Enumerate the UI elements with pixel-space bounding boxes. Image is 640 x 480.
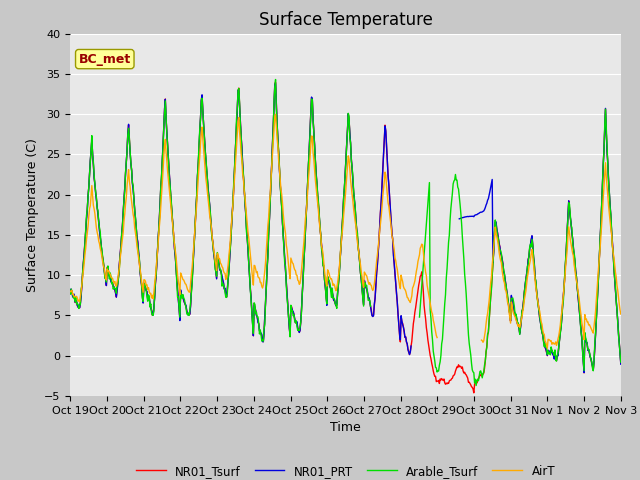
AirT bbox=[218, 264, 226, 269]
Line: NR01_Tsurf: NR01_Tsurf bbox=[70, 82, 621, 393]
Arable_Tsurf bbox=[429, 348, 437, 354]
X-axis label: Time: Time bbox=[330, 421, 361, 434]
NR01_Tsurf bbox=[77, 300, 84, 306]
NR01_PRT bbox=[133, 235, 141, 240]
AirT bbox=[189, 255, 196, 261]
AirT bbox=[413, 268, 420, 274]
Arable_Tsurf bbox=[617, 360, 625, 365]
NR01_PRT bbox=[189, 264, 196, 270]
NR01_Tsurf bbox=[429, 368, 437, 373]
NR01_PRT bbox=[218, 273, 226, 279]
Line: NR01_PRT: NR01_PRT bbox=[70, 84, 621, 372]
Arable_Tsurf bbox=[67, 291, 74, 297]
NR01_Tsurf bbox=[133, 234, 141, 240]
Arable_Tsurf bbox=[133, 239, 141, 245]
NR01_Tsurf bbox=[470, 390, 477, 396]
NR01_Tsurf bbox=[218, 274, 226, 280]
AirT bbox=[133, 244, 141, 250]
AirT bbox=[429, 311, 436, 317]
NR01_Tsurf bbox=[272, 79, 280, 85]
Arable_Tsurf bbox=[218, 283, 226, 289]
Title: Surface Temperature: Surface Temperature bbox=[259, 11, 433, 29]
Y-axis label: Surface Temperature (C): Surface Temperature (C) bbox=[26, 138, 39, 292]
Arable_Tsurf bbox=[77, 301, 84, 307]
Legend: NR01_Tsurf, NR01_PRT, Arable_Tsurf, AirT: NR01_Tsurf, NR01_PRT, Arable_Tsurf, AirT bbox=[131, 460, 560, 480]
Line: Arable_Tsurf: Arable_Tsurf bbox=[70, 80, 621, 385]
NR01_PRT bbox=[77, 300, 84, 306]
AirT bbox=[77, 294, 84, 300]
NR01_Tsurf bbox=[67, 288, 74, 293]
NR01_Tsurf bbox=[413, 293, 421, 299]
NR01_Tsurf bbox=[617, 360, 625, 366]
Line: AirT: AirT bbox=[70, 114, 621, 348]
Text: BC_met: BC_met bbox=[79, 53, 131, 66]
Arable_Tsurf bbox=[189, 265, 196, 271]
NR01_Tsurf bbox=[189, 264, 196, 270]
NR01_PRT bbox=[67, 287, 74, 292]
AirT bbox=[617, 311, 625, 317]
AirT bbox=[67, 289, 74, 295]
NR01_PRT bbox=[617, 361, 625, 367]
